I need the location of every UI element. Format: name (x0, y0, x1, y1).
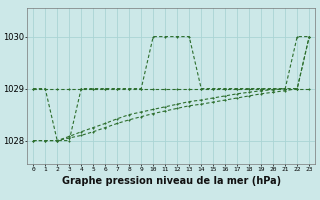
X-axis label: Graphe pression niveau de la mer (hPa): Graphe pression niveau de la mer (hPa) (62, 176, 281, 186)
